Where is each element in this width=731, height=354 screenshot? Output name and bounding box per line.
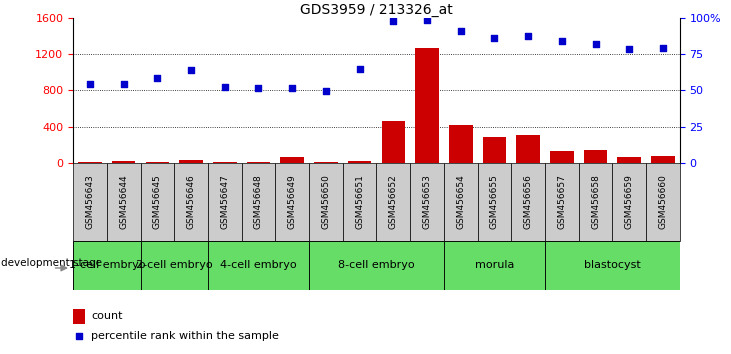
Title: GDS3959 / 213326_at: GDS3959 / 213326_at bbox=[300, 3, 452, 17]
Bar bbox=[511, 163, 545, 241]
Point bbox=[590, 41, 602, 47]
Bar bbox=[208, 241, 309, 290]
Bar bbox=[73, 163, 107, 241]
Point bbox=[624, 46, 635, 51]
Text: GSM456656: GSM456656 bbox=[523, 174, 533, 229]
Text: GSM456652: GSM456652 bbox=[389, 175, 398, 229]
Bar bbox=[246, 162, 270, 163]
Point bbox=[185, 68, 197, 73]
Bar bbox=[281, 158, 304, 163]
Bar bbox=[112, 161, 135, 163]
Text: GSM456649: GSM456649 bbox=[288, 175, 297, 229]
Bar bbox=[174, 163, 208, 241]
Bar bbox=[449, 125, 472, 163]
Bar bbox=[613, 163, 646, 241]
Text: GSM456645: GSM456645 bbox=[153, 175, 162, 229]
Bar bbox=[584, 150, 607, 163]
Point bbox=[522, 33, 534, 39]
Bar bbox=[309, 163, 343, 241]
Bar bbox=[73, 309, 86, 324]
Text: development stage: development stage bbox=[1, 258, 102, 268]
Bar bbox=[618, 158, 641, 163]
Bar bbox=[646, 163, 680, 241]
Text: GSM456657: GSM456657 bbox=[557, 174, 567, 229]
Text: GSM456653: GSM456653 bbox=[423, 174, 431, 229]
Text: 2-cell embryo: 2-cell embryo bbox=[136, 261, 213, 270]
Text: morula: morula bbox=[474, 261, 514, 270]
Bar bbox=[213, 162, 237, 163]
Bar bbox=[78, 162, 102, 163]
Text: percentile rank within the sample: percentile rank within the sample bbox=[91, 331, 279, 341]
Point bbox=[84, 81, 96, 87]
Bar bbox=[545, 241, 680, 290]
Point bbox=[657, 45, 669, 51]
Bar bbox=[73, 241, 140, 290]
Bar bbox=[145, 162, 169, 163]
Point bbox=[73, 333, 85, 339]
Text: GSM456648: GSM456648 bbox=[254, 175, 263, 229]
Bar bbox=[516, 135, 540, 163]
Point bbox=[354, 67, 366, 72]
Point bbox=[320, 88, 332, 94]
Point bbox=[488, 35, 500, 40]
Bar bbox=[482, 137, 507, 163]
Point bbox=[219, 84, 230, 90]
Bar bbox=[179, 160, 203, 163]
Bar bbox=[410, 163, 444, 241]
Text: GSM456651: GSM456651 bbox=[355, 174, 364, 229]
Bar bbox=[140, 241, 208, 290]
Text: count: count bbox=[91, 311, 123, 321]
Text: GSM456655: GSM456655 bbox=[490, 174, 499, 229]
Bar bbox=[382, 121, 405, 163]
Bar bbox=[444, 163, 477, 241]
Point bbox=[253, 86, 265, 91]
Bar bbox=[348, 161, 371, 163]
Bar bbox=[343, 163, 376, 241]
Bar bbox=[545, 163, 579, 241]
Text: GSM456660: GSM456660 bbox=[659, 174, 667, 229]
Text: GSM456654: GSM456654 bbox=[456, 175, 465, 229]
Bar bbox=[107, 163, 140, 241]
Bar bbox=[276, 163, 309, 241]
Bar bbox=[242, 163, 276, 241]
Text: GSM456644: GSM456644 bbox=[119, 175, 128, 229]
Text: GSM456646: GSM456646 bbox=[186, 175, 196, 229]
Text: blastocyst: blastocyst bbox=[584, 261, 641, 270]
Bar bbox=[140, 163, 174, 241]
Bar bbox=[376, 163, 410, 241]
Point bbox=[287, 86, 298, 91]
Text: GSM456658: GSM456658 bbox=[591, 174, 600, 229]
Bar bbox=[477, 163, 511, 241]
Bar bbox=[208, 163, 242, 241]
Text: GSM456643: GSM456643 bbox=[86, 175, 94, 229]
Text: GSM456650: GSM456650 bbox=[322, 174, 330, 229]
Bar bbox=[550, 151, 574, 163]
Text: 8-cell embryo: 8-cell embryo bbox=[338, 261, 414, 270]
Point bbox=[151, 75, 163, 80]
Bar bbox=[579, 163, 613, 241]
Bar bbox=[444, 241, 545, 290]
Point bbox=[118, 81, 129, 87]
Text: 4-cell embryo: 4-cell embryo bbox=[220, 261, 297, 270]
Point bbox=[556, 39, 568, 44]
Bar bbox=[314, 162, 338, 163]
Text: GSM456659: GSM456659 bbox=[625, 174, 634, 229]
Bar bbox=[651, 155, 675, 163]
Point bbox=[455, 28, 466, 34]
Text: GSM456647: GSM456647 bbox=[220, 175, 230, 229]
Bar bbox=[415, 48, 439, 163]
Point bbox=[421, 17, 433, 22]
Bar bbox=[309, 241, 444, 290]
Text: 1-cell embryo: 1-cell embryo bbox=[69, 261, 145, 270]
Point bbox=[387, 18, 399, 24]
